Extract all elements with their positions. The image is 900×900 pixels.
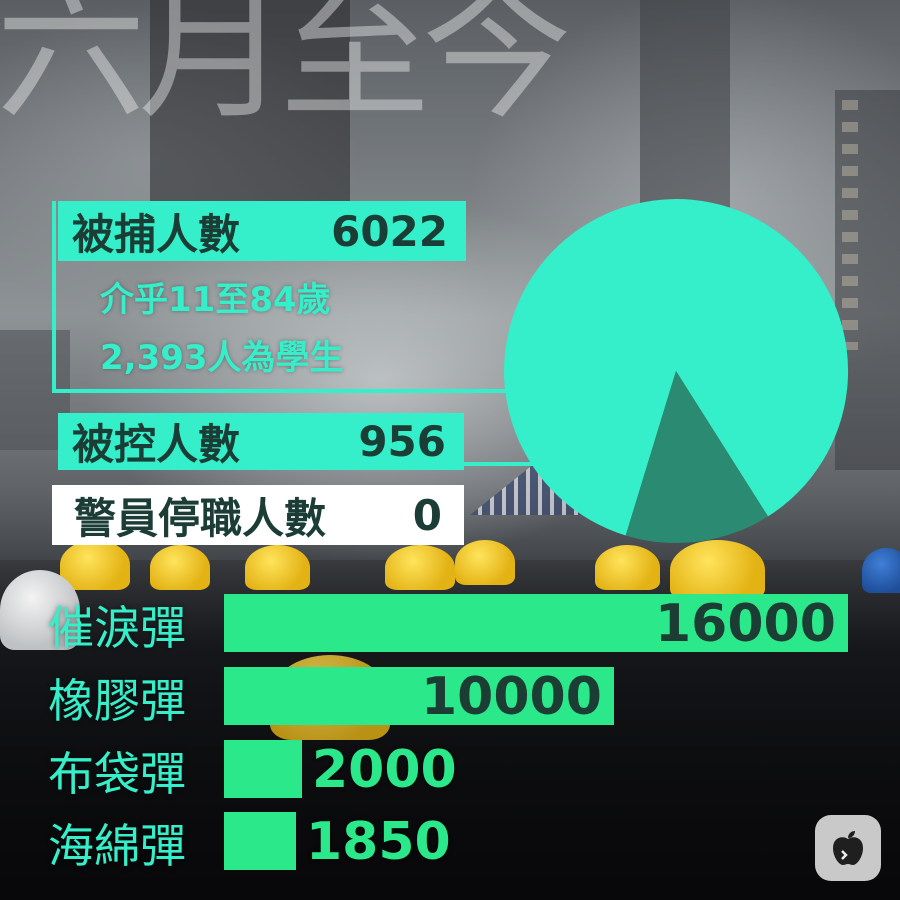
background-helmet [385,545,455,590]
bar-mark [224,594,848,652]
bar-category-label: 海綿彈 [48,819,186,873]
arrested-label: 被捕人數 [72,209,241,259]
police-suspended-label: 警員停職人數 [74,493,327,543]
charged-value: 956 [358,417,446,466]
bar-category-label: 催淚彈 [48,601,186,655]
charged-box: 被控人數 956 [58,413,464,470]
bar-value-label: 2000 [312,740,457,800]
bar-value-label: 1850 [306,812,451,872]
background-helmet [455,540,515,585]
background-building [640,0,730,520]
bar-category-label: 布袋彈 [48,747,186,801]
background-helmet [245,545,310,590]
arrested-value: 6022 [331,206,448,256]
apple-logo-icon [815,815,881,881]
bar-mark [224,667,614,725]
background-helmet [150,545,210,590]
age-range-text: 介乎11至84歲 [100,280,331,320]
bar-value-label: 16000 [655,594,836,654]
background-helmet [595,545,660,590]
police-suspended-value: 0 [412,490,442,540]
students-text: 2,393人為學生 [100,338,344,378]
background-building [150,0,350,230]
police-suspended-box: 警員停職人數 0 [52,485,464,545]
bar-category-label: 橡膠彈 [48,674,186,728]
background-helmet [0,570,80,650]
bar-mark [224,740,302,798]
bar-value-label: 10000 [421,667,602,727]
background-helmet [862,548,900,593]
connector-line-charged [460,462,558,466]
charged-label: 被控人數 [72,420,241,469]
background-helmet [60,540,130,590]
connector-line-arrested [52,389,512,393]
headline: 六月至今 [0,0,572,140]
background-windows [842,100,858,350]
bracket-line [52,201,56,393]
arrested-box: 被捕人數 6022 [58,201,466,261]
background-helmet [670,540,765,600]
bar-mark [224,812,296,870]
